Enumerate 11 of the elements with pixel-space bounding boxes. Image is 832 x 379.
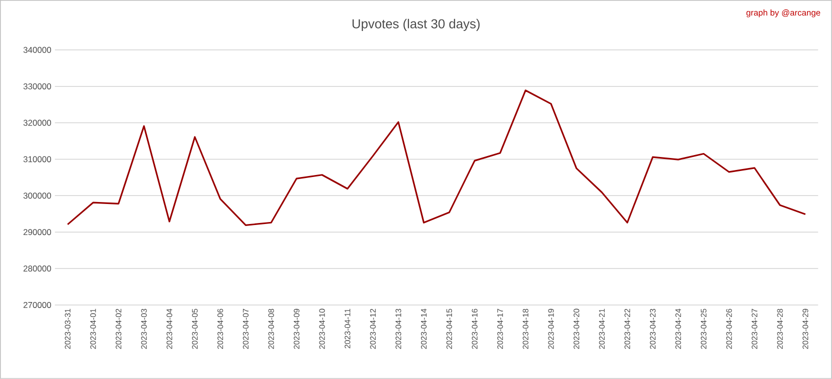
y-tick-label: 320000 bbox=[23, 120, 52, 126]
y-tick-label: 270000 bbox=[24, 302, 52, 308]
y-tick-label: 280000 bbox=[24, 266, 52, 272]
chart-title: Upvotes (last 30 days) bbox=[352, 18, 480, 31]
y-tick-label: 300000 bbox=[23, 192, 52, 199]
text: graph by @arcange bbox=[746, 9, 820, 18]
y-tick-label: 310000 bbox=[23, 156, 52, 162]
line-series bbox=[66, 90, 806, 226]
y-tick-label: 340000 bbox=[23, 46, 52, 53]
y-tick-label: 330000 bbox=[23, 83, 52, 90]
y-tick-label: 290000 bbox=[24, 229, 52, 236]
